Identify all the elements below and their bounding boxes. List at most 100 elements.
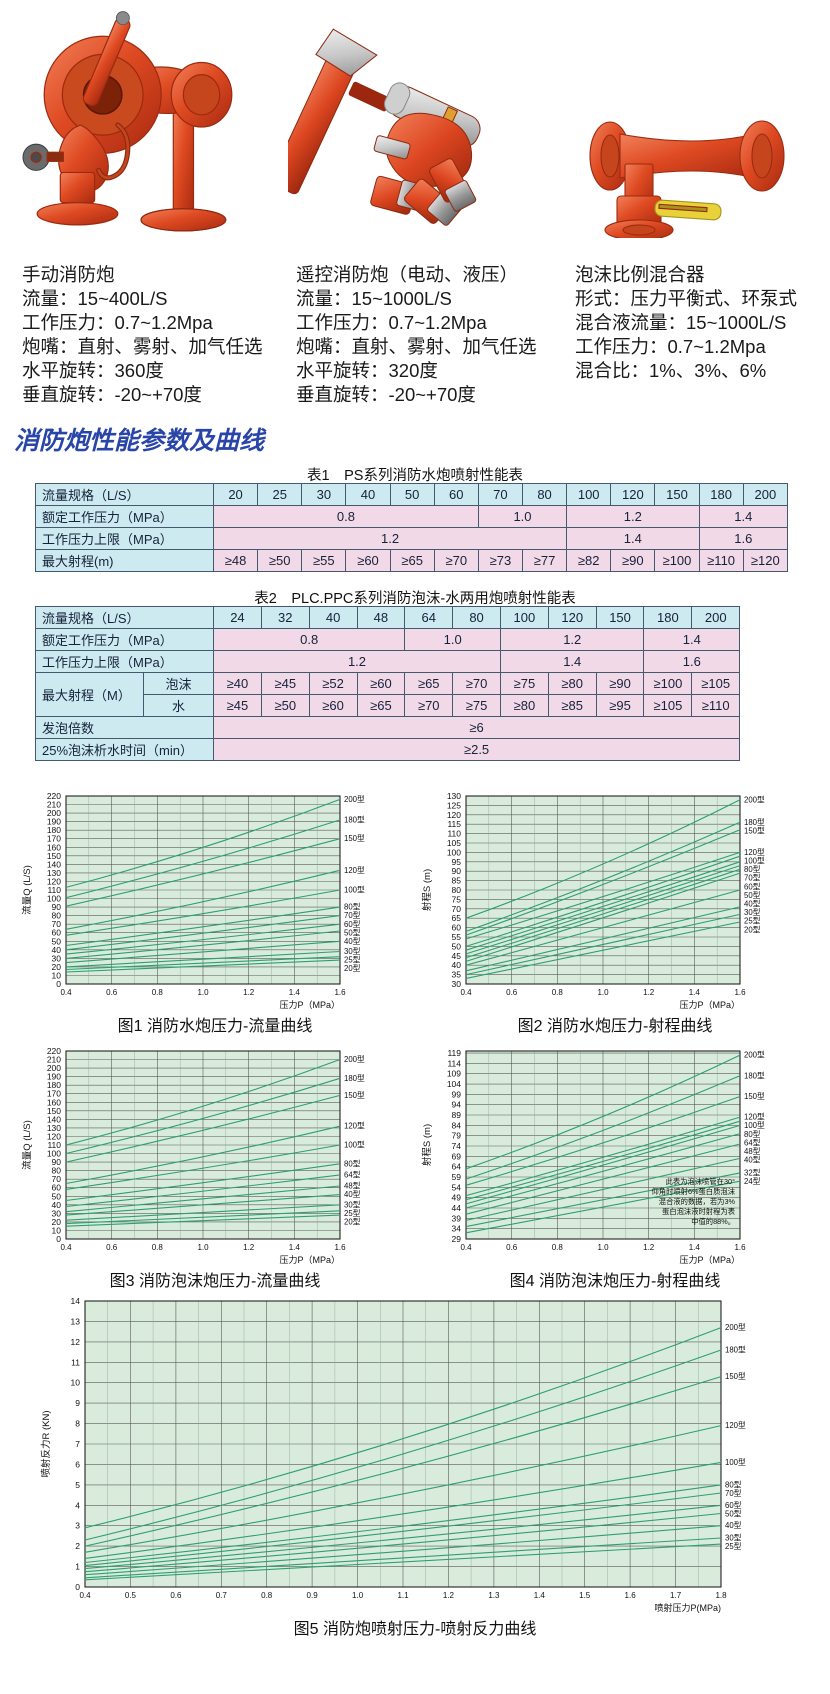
svg-text:119: 119 (447, 1048, 461, 1058)
svg-text:4: 4 (75, 1500, 80, 1510)
svg-text:100: 100 (447, 847, 461, 857)
svg-text:85: 85 (452, 876, 462, 886)
svg-text:49: 49 (452, 1193, 462, 1203)
svg-text:200型: 200型 (344, 795, 365, 804)
svg-text:10: 10 (71, 1378, 81, 1388)
svg-text:160: 160 (47, 1097, 61, 1107)
svg-text:喷射压力P(MPa): 喷射压力P(MPa) (654, 1602, 721, 1613)
svg-text:95: 95 (452, 857, 462, 867)
svg-text:喷射反力R (KN): 喷射反力R (KN) (40, 1410, 52, 1477)
svg-text:55: 55 (452, 932, 462, 942)
svg-text:64: 64 (452, 1162, 462, 1172)
svg-text:200型: 200型 (725, 1323, 746, 1332)
svg-text:115: 115 (447, 819, 461, 829)
svg-text:120型: 120型 (344, 866, 365, 875)
svg-text:120: 120 (447, 810, 461, 820)
svg-text:仰角时喷射6%蛋白质泡沫: 仰角时喷射6%蛋白质泡沫 (651, 1187, 735, 1196)
svg-text:1.0: 1.0 (352, 1591, 364, 1600)
svg-text:中值的88%。: 中值的88%。 (691, 1217, 735, 1226)
svg-text:0.4: 0.4 (79, 1591, 91, 1600)
svg-text:20型: 20型 (344, 1218, 361, 1227)
svg-text:70: 70 (52, 919, 62, 929)
svg-text:210: 210 (47, 1055, 61, 1065)
svg-text:120: 120 (47, 1132, 61, 1142)
svg-text:压力P（MPa）: 压力P（MPa） (679, 1254, 740, 1265)
svg-text:混合液的数据，若为3%: 混合液的数据，若为3% (659, 1197, 736, 1206)
svg-text:0.7: 0.7 (216, 1591, 228, 1600)
svg-text:45: 45 (452, 951, 462, 961)
svg-text:90: 90 (52, 1157, 62, 1167)
svg-text:0.6: 0.6 (106, 1243, 118, 1252)
svg-text:50型: 50型 (725, 1509, 742, 1518)
svg-text:25型: 25型 (725, 1542, 742, 1551)
svg-text:130: 130 (447, 791, 461, 801)
svg-text:3: 3 (75, 1521, 80, 1531)
svg-text:75: 75 (452, 894, 462, 904)
svg-text:0.8: 0.8 (552, 1243, 564, 1252)
svg-text:70: 70 (52, 1174, 62, 1184)
svg-text:6: 6 (75, 1459, 80, 1469)
svg-text:99: 99 (452, 1089, 462, 1099)
svg-text:1.0: 1.0 (197, 1243, 209, 1252)
svg-text:1.2: 1.2 (243, 988, 255, 997)
svg-text:此表为泡沫喷管在30°: 此表为泡沫喷管在30° (666, 1177, 735, 1186)
svg-text:65: 65 (452, 913, 462, 923)
svg-text:180型: 180型 (744, 1071, 765, 1080)
svg-text:54: 54 (452, 1182, 462, 1192)
svg-text:射程S (m): 射程S (m) (421, 869, 433, 911)
svg-text:59: 59 (452, 1172, 462, 1182)
svg-text:30: 30 (52, 953, 62, 963)
svg-text:1.7: 1.7 (670, 1591, 682, 1600)
svg-text:0.6: 0.6 (506, 1243, 518, 1252)
svg-text:80型: 80型 (344, 1159, 361, 1168)
svg-text:30: 30 (52, 1208, 62, 1218)
svg-text:1.4: 1.4 (689, 1243, 701, 1252)
svg-text:104: 104 (447, 1079, 461, 1089)
svg-text:200型: 200型 (344, 1055, 365, 1064)
svg-text:1.2: 1.2 (243, 1243, 255, 1252)
svg-text:210: 210 (47, 800, 61, 810)
svg-text:100: 100 (47, 1149, 61, 1159)
svg-text:1.6: 1.6 (734, 988, 746, 997)
svg-text:1.4: 1.4 (689, 988, 701, 997)
svg-text:20型: 20型 (344, 964, 361, 973)
svg-text:50: 50 (52, 936, 62, 946)
svg-text:100型: 100型 (344, 886, 365, 895)
svg-text:160: 160 (47, 842, 61, 852)
svg-text:140: 140 (47, 859, 61, 869)
svg-text:89: 89 (452, 1110, 462, 1120)
svg-text:74: 74 (452, 1141, 462, 1151)
svg-text:110: 110 (447, 829, 461, 839)
svg-text:1.4: 1.4 (289, 1243, 301, 1252)
svg-text:1.5: 1.5 (579, 1591, 591, 1600)
svg-text:14: 14 (71, 1296, 81, 1306)
svg-text:114: 114 (447, 1058, 461, 1068)
svg-text:150型: 150型 (744, 826, 765, 835)
svg-text:0.8: 0.8 (261, 1591, 273, 1600)
svg-text:200型: 200型 (744, 1051, 765, 1060)
svg-text:40型: 40型 (344, 1190, 361, 1199)
svg-text:8: 8 (75, 1419, 80, 1429)
svg-text:0.4: 0.4 (460, 988, 472, 997)
svg-text:100: 100 (47, 894, 61, 904)
svg-text:1.6: 1.6 (734, 1243, 746, 1252)
svg-text:1.4: 1.4 (289, 988, 301, 997)
svg-text:94: 94 (452, 1100, 462, 1110)
svg-text:50: 50 (52, 1191, 62, 1201)
svg-text:120型: 120型 (344, 1122, 365, 1131)
svg-text:35: 35 (452, 970, 462, 980)
svg-text:110: 110 (47, 1140, 61, 1150)
svg-text:64型: 64型 (344, 1170, 361, 1179)
svg-text:流量Q (L/S): 流量Q (L/S) (21, 865, 33, 915)
svg-text:1.8: 1.8 (715, 1591, 727, 1600)
svg-text:100型: 100型 (725, 1458, 746, 1467)
svg-text:40: 40 (452, 960, 462, 970)
svg-text:90: 90 (452, 866, 462, 876)
svg-text:9: 9 (75, 1398, 80, 1408)
svg-text:1.6: 1.6 (625, 1591, 637, 1600)
svg-text:0.4: 0.4 (60, 1243, 72, 1252)
svg-text:0.8: 0.8 (152, 988, 164, 997)
svg-text:180: 180 (47, 1080, 61, 1090)
svg-text:7: 7 (75, 1439, 80, 1449)
svg-text:1.6: 1.6 (334, 1243, 346, 1252)
